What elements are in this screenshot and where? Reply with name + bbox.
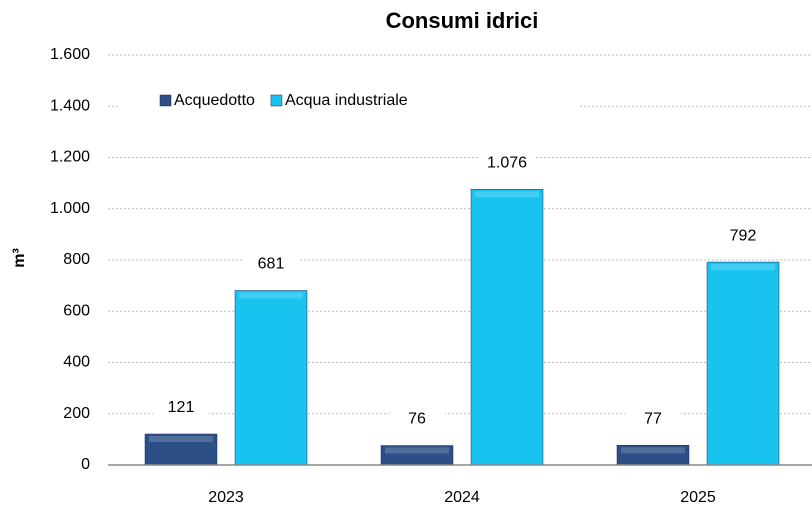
legend-label: Acquedotto (174, 92, 255, 109)
legend-swatch (270, 94, 283, 107)
data-label: 77 (644, 410, 662, 427)
bar-highlight (475, 191, 539, 198)
chart-title: Consumi idrici (386, 8, 539, 33)
bar-highlight (711, 264, 775, 271)
y-tick-label: 200 (63, 405, 90, 422)
y-tick-label: 1.600 (50, 46, 90, 63)
x-tick-label: 2025 (680, 489, 716, 506)
y-tick-label: 400 (63, 354, 90, 371)
bar-highlight (149, 435, 213, 442)
y-tick-label: 800 (63, 251, 90, 268)
data-label-bg (715, 224, 771, 249)
legend-label: Acqua industriale (285, 92, 408, 109)
bar (234, 290, 308, 466)
bar (470, 189, 544, 466)
data-label-bg (625, 407, 681, 432)
y-tick-label: 1.200 (50, 149, 90, 166)
data-label-bg (479, 151, 535, 176)
x-tick-label: 2024 (444, 489, 480, 506)
y-tick-label: 1.000 (50, 200, 90, 217)
bar-highlight (385, 447, 449, 454)
bar-group (144, 433, 218, 466)
bar-group (234, 290, 308, 466)
x-tick-label: 2023 (208, 489, 244, 506)
y-tick-label: 1.400 (50, 97, 90, 114)
bar (706, 261, 780, 466)
bar-highlight (621, 447, 685, 454)
data-label-bg (153, 395, 209, 420)
y-axis-label: m³ (11, 248, 28, 268)
bar-group (380, 445, 454, 466)
data-label: 1.076 (487, 154, 527, 171)
bar-group (616, 445, 690, 466)
bar-group (470, 189, 544, 466)
y-tick-label: 600 (63, 302, 90, 319)
bar-highlight (239, 292, 303, 299)
y-tick-label: 0 (81, 456, 90, 473)
data-label-bg (389, 407, 445, 432)
data-label: 792 (730, 227, 757, 244)
data-label: 121 (168, 399, 195, 416)
legend-bg (118, 86, 578, 116)
data-label-bg (243, 252, 299, 277)
legend-swatch (159, 94, 172, 107)
data-label: 76 (408, 411, 426, 428)
data-label: 681 (258, 256, 285, 273)
bar-group (706, 261, 780, 466)
